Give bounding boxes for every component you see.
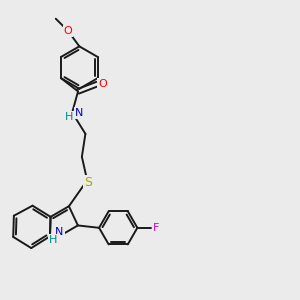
- Text: H: H: [49, 235, 57, 244]
- Text: O: O: [64, 26, 73, 36]
- Text: F: F: [153, 223, 159, 233]
- Text: N: N: [55, 227, 64, 237]
- Text: H: H: [64, 112, 73, 122]
- Text: S: S: [84, 176, 92, 189]
- Text: O: O: [98, 79, 107, 89]
- Text: N: N: [74, 108, 83, 118]
